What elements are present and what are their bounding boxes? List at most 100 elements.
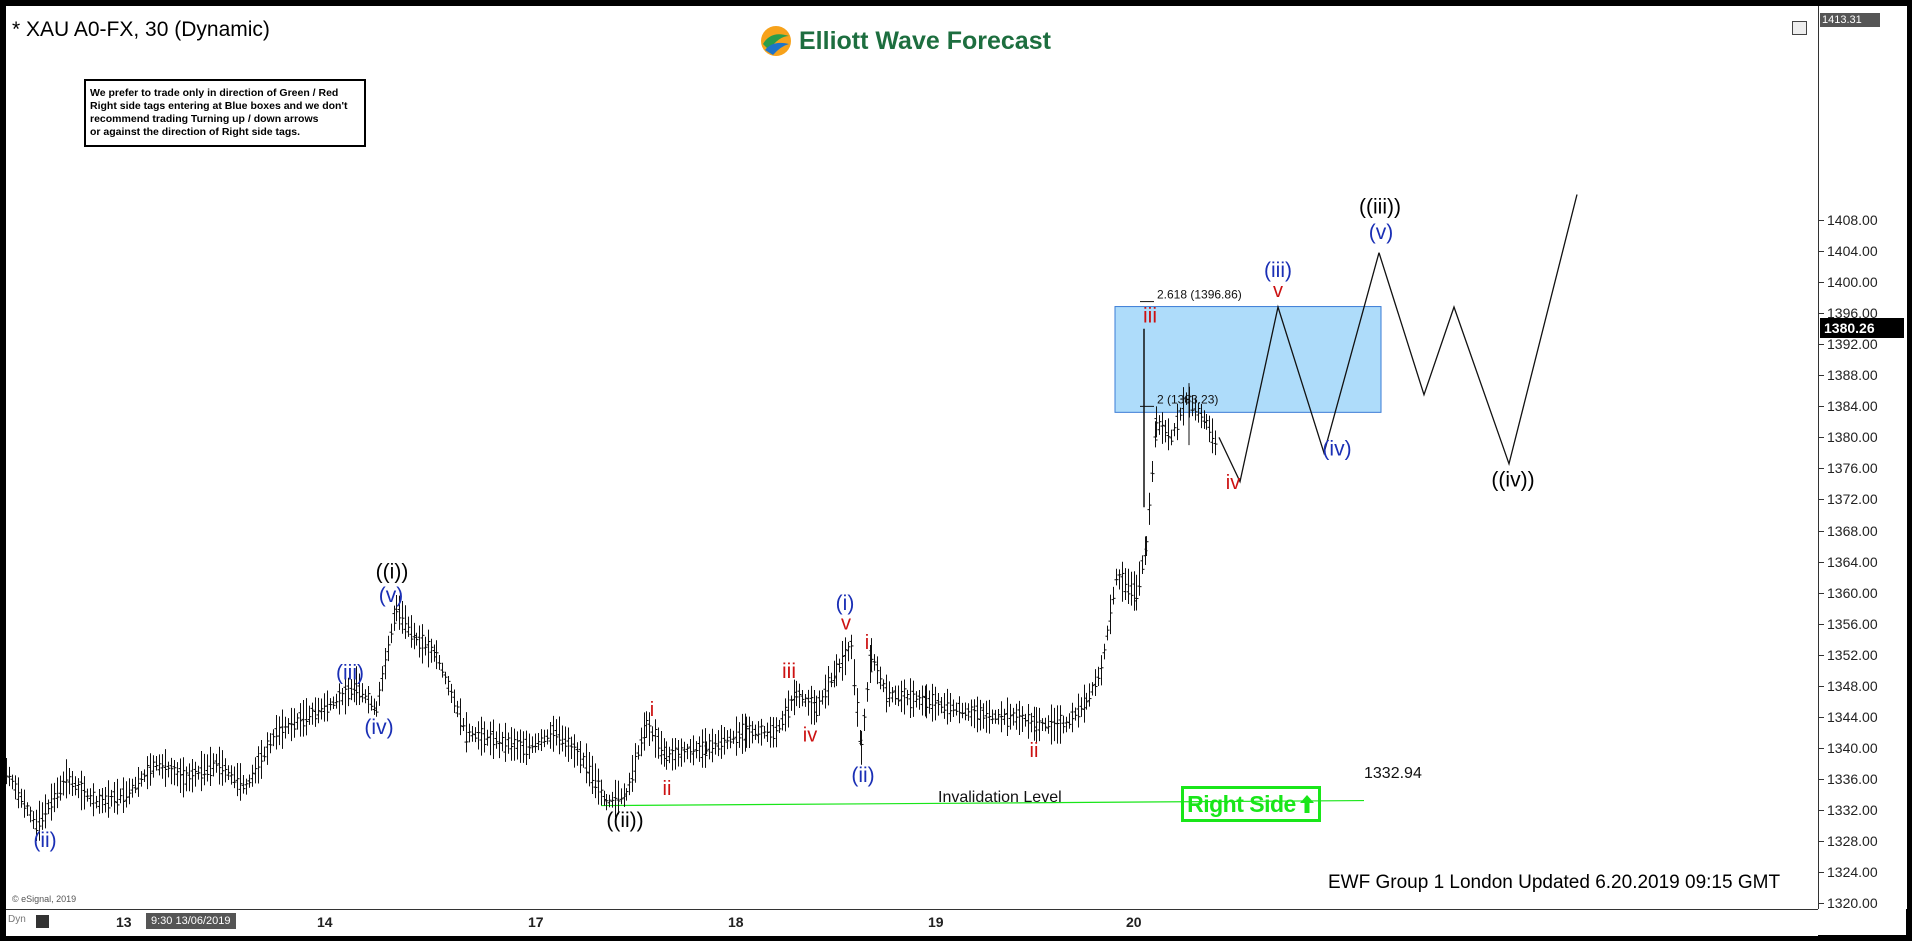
y-tick-mark [1819,871,1824,873]
y-tick-label: 1364.00 [1827,553,1878,570]
y-tick-mark [1819,251,1824,253]
y-tick-mark [1819,344,1824,346]
y-tick-label: 1324.00 [1827,863,1878,880]
y-tick-label: 1352.00 [1827,646,1878,663]
cursor-time-label: 9:30 13/06/2019 [146,913,236,929]
x-tick-label: 14 [317,914,333,930]
y-tick-label: 1328.00 [1827,832,1878,849]
price-axis[interactable]: 1320.00 1324.00 1328.00 1332.00 1336.00 1340.… [1818,6,1907,911]
window-restore-icon[interactable] [1792,21,1807,35]
wave-label: (iii) [1264,259,1292,282]
wave-label: v [841,613,851,635]
invalidation-label: Invalidation Level [938,789,1062,806]
y-tick-label: 1320.00 [1827,895,1878,911]
y-tick-mark [1819,313,1824,315]
wave-label: (iii) [336,662,364,685]
y-tick-mark [1819,282,1824,284]
y-tick-mark [1819,468,1824,470]
y-tick-mark [1819,685,1824,687]
fib-label: 2 (1383.23) [1157,392,1218,406]
y-tick-label: 1336.00 [1827,770,1878,787]
chart-title: * XAU A0-FX, 30 (Dynamic) [12,18,270,41]
wave-label: v [1273,280,1283,302]
current-price-tag: 1380.26 [1820,318,1904,338]
y-tick-label: 1332.00 [1827,801,1878,818]
y-tick-label: 1384.00 [1827,398,1878,415]
y-tick-label: 1340.00 [1827,739,1878,756]
invalidation-value: 1332.94 [1364,765,1422,782]
y-tick-mark [1819,592,1824,594]
right-side-label: Right Side [1187,790,1296,817]
y-tick-label: 1392.00 [1827,336,1878,353]
y-tick-mark [1819,809,1824,811]
plot-area[interactable]: ((i)) (v) (iii) (iv) (ii) ((ii)) i ii iii iv (i) v i… [6,6,1818,909]
y-tick-label: 1376.00 [1827,460,1878,477]
y-tick-label: 1348.00 [1827,677,1878,694]
update-footer: EWF Group 1 London Updated 6.20.2019 09:… [1328,872,1781,893]
wave-label: i [865,632,869,654]
wave-label: i [650,699,654,721]
top-price-tag: 1413.31 [1820,13,1880,27]
y-tick-mark [1819,747,1824,749]
y-tick-mark [1819,437,1824,439]
outer-projection-path [1378,194,1578,467]
y-tick-label: 1400.00 [1827,274,1878,291]
y-tick-mark [1819,561,1824,563]
y-tick-label: 1396.00 [1827,305,1878,322]
y-tick-mark [1819,716,1824,718]
y-tick-mark [1819,903,1824,904]
x-tick-label: 13 [116,914,132,930]
wave-label: ((iii)) [1359,195,1401,218]
wave-label: (v) [1369,221,1394,244]
projection-path [1218,252,1380,484]
copyright-text: © eSignal, 2019 [12,894,77,904]
dyn-label: Dyn [8,914,26,925]
y-tick-mark [1819,654,1824,656]
logo-icon [761,26,791,56]
wave-label: (iv) [364,716,393,739]
wave-label: (iv) [1322,437,1351,460]
right-side-tag: Right Side [1181,786,1321,822]
y-tick-label: 1356.00 [1827,615,1878,632]
wave-label: iii [782,660,796,683]
y-tick-label: 1388.00 [1827,367,1878,384]
y-tick-mark [1819,406,1824,408]
y-tick-mark [1819,840,1824,842]
y-tick-mark [1819,623,1824,625]
invalidation-line [600,799,1365,807]
y-tick-label: 1360.00 [1827,584,1878,601]
up-arrow-icon [1299,795,1314,813]
note-line: or against the direction of Right side t… [90,126,301,138]
y-tick-label: 1380.00 [1827,429,1878,446]
wave-label: ((iv)) [1491,468,1534,491]
note-line: recommend trading Turning up / down arro… [90,113,319,125]
y-tick-label: 1408.00 [1827,212,1878,229]
wave-label: (i) [836,592,855,615]
y-tick-label: 1372.00 [1827,491,1878,508]
fib-label: 2.618 (1396.86) [1157,288,1242,302]
blue-target-box [1114,306,1382,413]
wave-label: ((i)) [376,561,409,584]
y-tick-label: 1344.00 [1827,708,1878,725]
trading-note: We prefer to trade only in direction of … [84,79,366,147]
note-line: Right side tags entering at Blue boxes a… [90,100,348,112]
y-tick-mark [1819,375,1824,377]
dyn-toggle[interactable] [36,915,49,928]
y-tick-mark [1819,778,1824,780]
wave-label: (ii) [33,829,56,852]
x-tick-label: 20 [1126,914,1142,930]
wave-label: iii [1143,305,1157,328]
wave-label: ii [663,778,672,800]
wave-label: ii [1030,740,1039,762]
wave-label: (v) [379,584,404,607]
brand-logo: Elliott Wave Forecast [759,23,1051,59]
price-chart[interactable]: ((i))(v)(iii)(iv)(ii)((ii))iiiiiiiv(i)vi… [6,6,1818,909]
y-tick-label: 1368.00 [1827,522,1878,539]
wave-label: iv [803,724,817,746]
x-tick-label: 19 [928,914,944,930]
wave-label: (ii) [851,764,874,787]
x-tick-label: 18 [728,914,744,930]
y-tick-label: 1404.00 [1827,243,1878,260]
wave-label: ((ii)) [606,809,643,832]
time-axis[interactable]: Dyn 9:30 13/06/2019 13 14 17 18 19 20 [6,909,1818,936]
